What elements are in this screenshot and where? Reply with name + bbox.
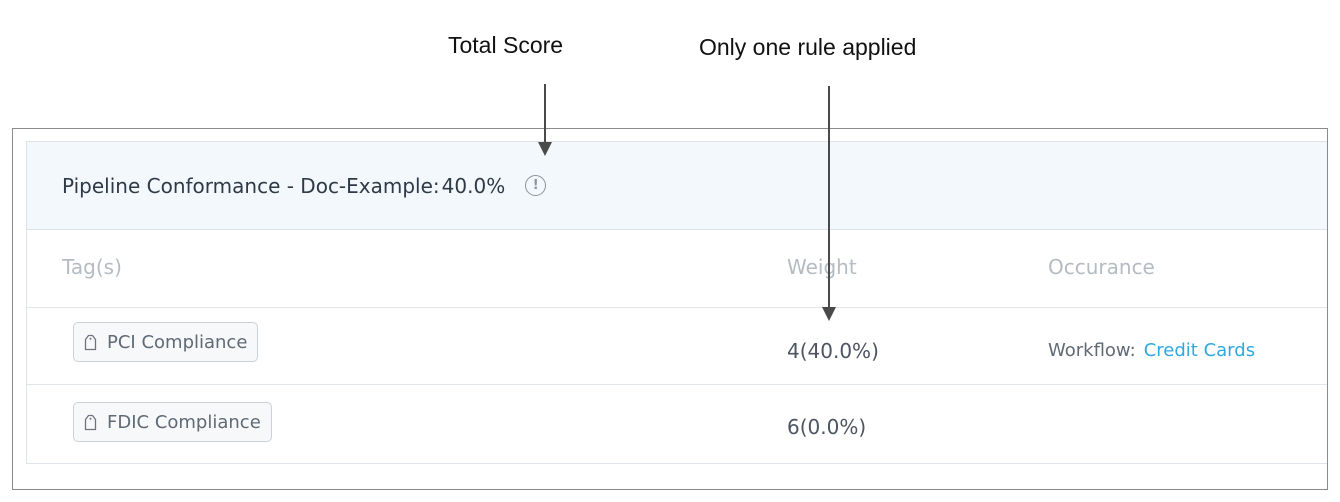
column-header-weight: Weight [787, 255, 857, 279]
occurrence-cell: Workflow: Credit Cards [1048, 340, 1255, 361]
total-score-arrow [537, 84, 553, 156]
total-score-annotation: Total Score [448, 32, 564, 58]
info-circle-icon[interactable]: ! [525, 175, 547, 196]
tag-chip[interactable]: PCI Compliance [73, 322, 259, 362]
weight-value: 6(0.0%) [787, 415, 867, 439]
conformance-card: Pipeline Conformance - Doc-Example: 40.0… [26, 141, 1327, 464]
workflow-link[interactable]: Credit Cards [1143, 340, 1256, 361]
one-rule-annotation: Only one rule applied [699, 34, 917, 60]
occurrence-label: Workflow: [1048, 340, 1136, 361]
tag-label: FDIC Compliance [107, 411, 261, 433]
weight-value: 4(40.0%) [787, 339, 879, 363]
column-header-tags: Tag(s) [62, 255, 122, 279]
column-header-occurrence: Occurance [1048, 255, 1155, 279]
card-title: Pipeline Conformance - Doc-Example: [62, 173, 440, 198]
one-rule-arrow [821, 86, 837, 321]
row-divider [27, 384, 1327, 385]
tag-icon [84, 414, 97, 430]
card-header: Pipeline Conformance - Doc-Example: 40.0… [27, 142, 1327, 230]
row-divider [27, 307, 1327, 308]
total-score-value: 40.0% [441, 173, 506, 198]
tag-label: PCI Compliance [107, 331, 248, 353]
screenshot-frame: Pipeline Conformance - Doc-Example: 40.0… [12, 128, 1328, 490]
tag-icon [84, 334, 97, 350]
tag-chip[interactable]: FDIC Compliance [73, 402, 272, 442]
